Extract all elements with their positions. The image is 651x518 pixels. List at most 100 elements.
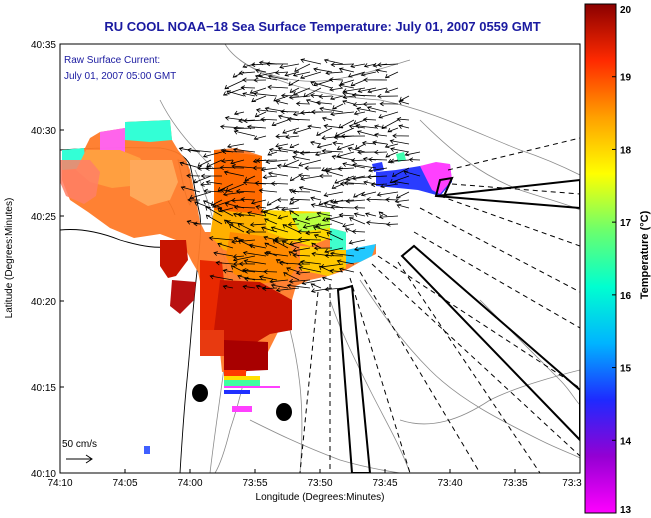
current-vector (265, 159, 289, 164)
current-vector (366, 220, 388, 226)
current-vector (275, 143, 289, 148)
current-vector (233, 204, 256, 210)
current-vector (197, 159, 212, 167)
colorbar-gradient (584, 3, 617, 514)
current-vector (350, 63, 366, 68)
current-vector (213, 251, 234, 257)
current-vector (393, 180, 410, 185)
current-vector (385, 151, 399, 158)
current-vector (390, 147, 410, 153)
current-vector (226, 90, 245, 97)
current-vector (269, 278, 289, 284)
current-vector (373, 149, 388, 155)
current-vector (301, 279, 322, 285)
current-vector (319, 173, 333, 179)
current-vector (232, 255, 256, 262)
current-vector (323, 58, 344, 65)
y-tick: 40:30 (31, 126, 56, 137)
survey-lines (299, 137, 580, 473)
current-vector (238, 70, 256, 76)
current-vector (365, 212, 377, 217)
current-vector (347, 146, 366, 153)
current-vector (288, 94, 311, 100)
colorbar: 20 19 18 17 16 15 14 13 Temperature (°C) (584, 3, 651, 516)
current-vector (354, 143, 366, 150)
current-vector (253, 77, 267, 83)
current-vector (300, 175, 322, 181)
current-vector (197, 165, 212, 171)
current-vector (272, 239, 289, 249)
current-vector (287, 221, 300, 227)
current-vector (205, 166, 223, 171)
x-tick: 73:40 (437, 478, 462, 489)
current-vector (353, 119, 366, 125)
current-vector (242, 77, 256, 83)
current-vector (396, 117, 410, 122)
current-vector (353, 110, 366, 116)
current-vector (298, 173, 311, 178)
current-vector (366, 197, 388, 202)
current-vector (381, 119, 399, 130)
x-axis-label: Longitude (Degrees:Minutes) (256, 492, 385, 503)
current-vector (224, 79, 245, 90)
current-vector (374, 124, 388, 130)
current-vector (374, 132, 388, 138)
current-vector (316, 127, 333, 136)
current-vector (321, 116, 333, 122)
current-vector (300, 259, 322, 265)
current-vector (280, 93, 300, 99)
current-vector (353, 205, 366, 211)
current-vector (329, 199, 355, 204)
current-vector (361, 140, 377, 146)
current-vector (366, 106, 388, 113)
current-vector (244, 175, 256, 182)
current-vector (220, 188, 234, 193)
current-vector (258, 188, 278, 194)
current-vector (292, 155, 311, 161)
current-vector (241, 268, 267, 273)
current-vector (206, 159, 223, 168)
island-markers (192, 384, 292, 421)
current-vector (368, 157, 388, 162)
current-vector (277, 214, 289, 220)
current-vector (389, 158, 410, 164)
current-vector (305, 230, 322, 236)
current-vector (265, 61, 289, 67)
current-vector (202, 151, 223, 158)
current-vector (318, 199, 333, 206)
current-vector (330, 62, 355, 67)
current-vector (368, 167, 388, 173)
current-vector (376, 191, 399, 197)
current-vector (205, 180, 223, 185)
current-vector (305, 215, 322, 221)
current-vector (367, 174, 388, 180)
current-vector (305, 99, 322, 105)
current-vector (316, 143, 333, 149)
current-vector (222, 87, 245, 96)
current-vector (310, 81, 333, 89)
x-axis: 74:10 74:05 74:00 73:55 73:50 73:45 73:4… (47, 469, 582, 503)
current-vector (233, 236, 245, 242)
current-vector (332, 141, 344, 146)
current-label-line2: July 01, 2007 05:00 GMT (64, 71, 176, 82)
current-vector (217, 207, 234, 217)
x-tick: 73:3 (562, 478, 582, 489)
current-vector (325, 170, 344, 177)
current-vector (363, 63, 377, 68)
current-vector (360, 191, 377, 197)
current-vector (179, 161, 201, 169)
current-vector (325, 217, 344, 225)
current-vector (348, 239, 366, 245)
current-vector (349, 217, 366, 225)
current-vector (215, 260, 234, 266)
current-vector (384, 143, 399, 149)
current-vector (398, 100, 410, 105)
current-vector (295, 101, 311, 107)
current-vector (289, 210, 300, 217)
y-tick: 40:15 (31, 383, 56, 394)
current-vector (316, 211, 333, 217)
current-vector (282, 224, 300, 233)
current-vector (332, 103, 344, 110)
current-vector (264, 242, 278, 249)
current-vector (244, 276, 267, 282)
